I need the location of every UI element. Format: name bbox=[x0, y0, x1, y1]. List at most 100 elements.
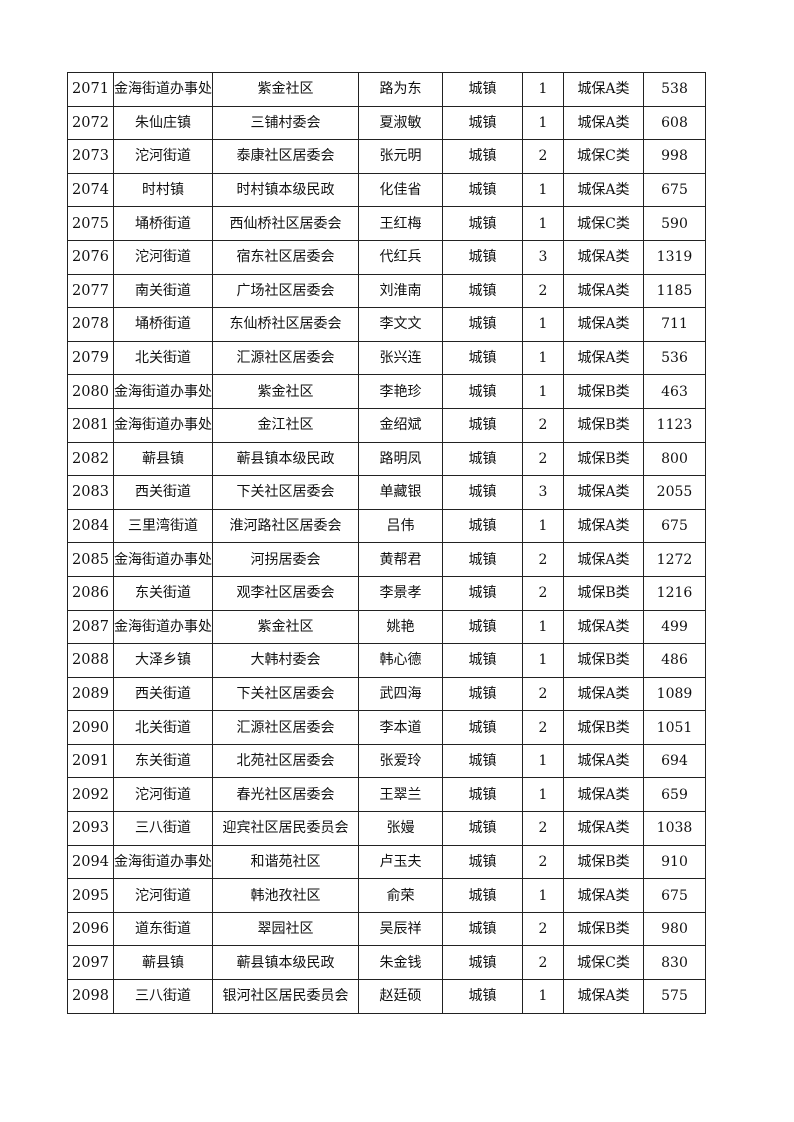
community-cell: 紫金社区 bbox=[212, 609, 359, 645]
insurance-category-cell: 城保C类 bbox=[563, 945, 644, 981]
amount-cell: 675 bbox=[643, 172, 706, 208]
table-row: 2092 沱河街道 春光社区居委会 王翠兰 城镇 1 城保A类 659 bbox=[67, 777, 706, 813]
table-row: 2096 道东街道 翠园社区 吴辰祥 城镇 2 城保B类 980 bbox=[67, 911, 706, 947]
person-name-cell: 张爱玲 bbox=[358, 743, 443, 779]
row-number-cell: 2091 bbox=[67, 743, 114, 779]
table-row: 2078 埇桥街道 东仙桥社区居委会 李文文 城镇 1 城保A类 711 bbox=[67, 307, 706, 342]
amount-cell: 486 bbox=[643, 643, 706, 678]
person-name-cell: 王红梅 bbox=[358, 206, 443, 241]
street-office-cell: 金海街道办事处 bbox=[113, 72, 213, 107]
family-size-cell: 2 bbox=[522, 811, 564, 846]
row-number-cell: 2088 bbox=[67, 643, 114, 678]
community-cell: 紫金社区 bbox=[212, 72, 359, 107]
household-type-cell: 城镇 bbox=[442, 340, 523, 376]
table-row: 2074 时村镇 时村镇本级民政 化佳省 城镇 1 城保A类 675 bbox=[67, 172, 706, 208]
amount-cell: 659 bbox=[643, 777, 706, 813]
person-name-cell: 化佳省 bbox=[358, 172, 443, 208]
row-number-cell: 2090 bbox=[67, 710, 114, 745]
family-size-cell: 1 bbox=[522, 743, 564, 779]
insurance-category-cell: 城保A类 bbox=[563, 878, 644, 913]
household-type-cell: 城镇 bbox=[442, 777, 523, 813]
street-office-cell: 蕲县镇 bbox=[113, 441, 213, 477]
insurance-category-cell: 城保A类 bbox=[563, 273, 644, 309]
person-name-cell: 卢玉夫 bbox=[358, 844, 443, 880]
table-row: 2087 金海街道办事处 紫金社区 姚艳 城镇 1 城保A类 499 bbox=[67, 609, 706, 645]
household-type-cell: 城镇 bbox=[442, 206, 523, 241]
amount-cell: 998 bbox=[643, 139, 706, 174]
table-row: 2077 南关街道 广场社区居委会 刘淮南 城镇 2 城保A类 1185 bbox=[67, 273, 706, 309]
insurance-category-cell: 城保C类 bbox=[563, 139, 644, 174]
row-number-cell: 2079 bbox=[67, 340, 114, 376]
row-number-cell: 2074 bbox=[67, 172, 114, 208]
insurance-category-cell: 城保A类 bbox=[563, 979, 644, 1014]
row-number-cell: 2076 bbox=[67, 239, 114, 275]
row-number-cell: 2084 bbox=[67, 508, 114, 544]
row-number-cell: 2077 bbox=[67, 273, 114, 309]
person-name-cell: 单藏银 bbox=[358, 475, 443, 510]
street-office-cell: 金海街道办事处 bbox=[113, 374, 213, 409]
amount-cell: 1185 bbox=[643, 273, 706, 309]
household-type-cell: 城镇 bbox=[442, 441, 523, 477]
community-cell: 蕲县镇本级民政 bbox=[212, 441, 359, 477]
amount-cell: 694 bbox=[643, 743, 706, 779]
row-number-cell: 2072 bbox=[67, 105, 114, 141]
row-number-cell: 2085 bbox=[67, 542, 114, 577]
street-office-cell: 西关街道 bbox=[113, 475, 213, 510]
insurance-category-cell: 城保A类 bbox=[563, 239, 644, 275]
community-cell: 汇源社区居委会 bbox=[212, 340, 359, 376]
household-type-cell: 城镇 bbox=[442, 307, 523, 342]
row-number-cell: 2095 bbox=[67, 878, 114, 913]
amount-cell: 1272 bbox=[643, 542, 706, 577]
row-number-cell: 2086 bbox=[67, 575, 114, 611]
family-size-cell: 1 bbox=[522, 878, 564, 913]
table-row: 2071 金海街道办事处 紫金社区 路为东 城镇 1 城保A类 538 bbox=[67, 72, 706, 107]
row-number-cell: 2089 bbox=[67, 676, 114, 712]
row-number-cell: 2093 bbox=[67, 811, 114, 846]
person-name-cell: 刘淮南 bbox=[358, 273, 443, 309]
community-cell: 大韩村委会 bbox=[212, 643, 359, 678]
household-type-cell: 城镇 bbox=[442, 743, 523, 779]
insurance-category-cell: 城保B类 bbox=[563, 710, 644, 745]
family-size-cell: 1 bbox=[522, 307, 564, 342]
insurance-category-cell: 城保B类 bbox=[563, 844, 644, 880]
community-cell: 三铺村委会 bbox=[212, 105, 359, 141]
household-type-cell: 城镇 bbox=[442, 844, 523, 880]
table-row: 2080 金海街道办事处 紫金社区 李艳珍 城镇 1 城保B类 463 bbox=[67, 374, 706, 409]
family-size-cell: 2 bbox=[522, 441, 564, 477]
household-type-cell: 城镇 bbox=[442, 139, 523, 174]
row-number-cell: 2073 bbox=[67, 139, 114, 174]
table-row: 2093 三八街道 迎宾社区居民委员会 张嫚 城镇 2 城保A类 1038 bbox=[67, 811, 706, 846]
row-number-cell: 2075 bbox=[67, 206, 114, 241]
table-row: 2088 大泽乡镇 大韩村委会 韩心德 城镇 1 城保B类 486 bbox=[67, 643, 706, 678]
amount-cell: 675 bbox=[643, 878, 706, 913]
household-type-cell: 城镇 bbox=[442, 878, 523, 913]
row-number-cell: 2094 bbox=[67, 844, 114, 880]
community-cell: 泰康社区居委会 bbox=[212, 139, 359, 174]
community-cell: 下关社区居委会 bbox=[212, 475, 359, 510]
row-number-cell: 2096 bbox=[67, 911, 114, 947]
household-type-cell: 城镇 bbox=[442, 643, 523, 678]
amount-cell: 1216 bbox=[643, 575, 706, 611]
family-size-cell: 1 bbox=[522, 508, 564, 544]
insurance-category-cell: 城保A类 bbox=[563, 508, 644, 544]
community-cell: 宿东社区居委会 bbox=[212, 239, 359, 275]
table-row: 2089 西关街道 下关社区居委会 武四海 城镇 2 城保A类 1089 bbox=[67, 676, 706, 712]
amount-cell: 2055 bbox=[643, 475, 706, 510]
person-name-cell: 夏淑敏 bbox=[358, 105, 443, 141]
community-cell: 蕲县镇本级民政 bbox=[212, 945, 359, 981]
family-size-cell: 3 bbox=[522, 239, 564, 275]
amount-cell: 1123 bbox=[643, 407, 706, 443]
street-office-cell: 金海街道办事处 bbox=[113, 609, 213, 645]
amount-cell: 1089 bbox=[643, 676, 706, 712]
table-row: 2086 东关街道 观李社区居委会 李景孝 城镇 2 城保B类 1216 bbox=[67, 575, 706, 611]
family-size-cell: 3 bbox=[522, 475, 564, 510]
person-name-cell: 代红兵 bbox=[358, 239, 443, 275]
person-name-cell: 王翠兰 bbox=[358, 777, 443, 813]
person-name-cell: 黄帮君 bbox=[358, 542, 443, 577]
family-size-cell: 2 bbox=[522, 710, 564, 745]
insurance-category-cell: 城保A类 bbox=[563, 340, 644, 376]
amount-cell: 800 bbox=[643, 441, 706, 477]
insurance-category-cell: 城保B类 bbox=[563, 441, 644, 477]
insurance-category-cell: 城保B类 bbox=[563, 643, 644, 678]
household-type-cell: 城镇 bbox=[442, 475, 523, 510]
